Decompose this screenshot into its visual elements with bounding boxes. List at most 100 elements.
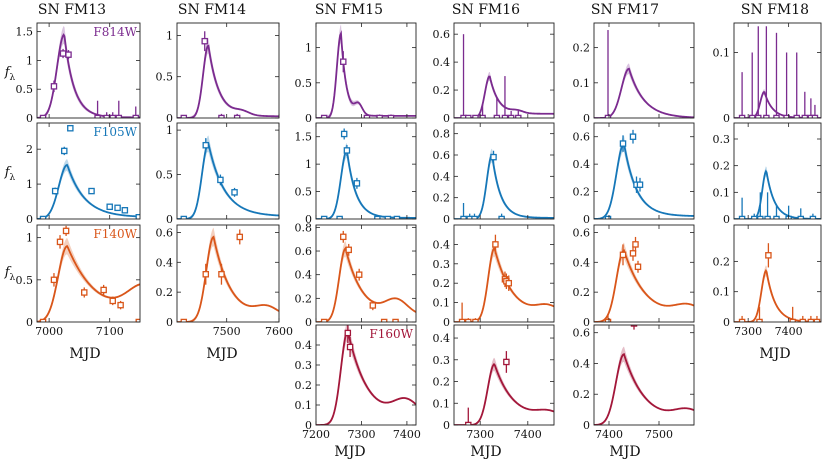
model-layer xyxy=(594,30,694,118)
point-marker xyxy=(103,114,110,118)
column-titles: SN FM13 SN FM14 SN FM15 SN FM16 SN FM17 … xyxy=(38,2,809,18)
data-point xyxy=(479,104,486,118)
data-point xyxy=(765,243,772,268)
model-curve xyxy=(177,142,279,219)
panel-frame xyxy=(315,22,417,119)
data-point xyxy=(135,214,140,219)
point-marker xyxy=(376,114,383,118)
point-marker xyxy=(748,114,756,118)
panel-frame xyxy=(315,324,417,426)
y-tick-label: 1.5 xyxy=(16,26,34,39)
point-marker xyxy=(115,114,123,118)
data-point xyxy=(387,114,395,118)
data-point xyxy=(106,203,113,211)
model-layer xyxy=(316,325,416,425)
data-point xyxy=(619,244,627,266)
y-tick-label: 0 xyxy=(443,419,450,432)
x-tick-label: 7200 xyxy=(302,428,330,441)
panel-2-0: 00.51 xyxy=(295,22,417,125)
point-marker xyxy=(369,302,377,309)
point-marker xyxy=(202,270,210,278)
y-tick-label: 0.6 xyxy=(433,149,451,162)
point-marker xyxy=(629,133,637,140)
data-point xyxy=(217,174,224,186)
panel-frame xyxy=(315,122,417,220)
point-marker xyxy=(503,358,510,366)
data-point xyxy=(340,51,347,73)
data-point xyxy=(498,213,505,219)
data-point xyxy=(629,129,637,144)
data-point xyxy=(458,302,466,322)
model-curve xyxy=(734,169,821,219)
x-tick-label: 7400 xyxy=(775,325,803,338)
data-point xyxy=(630,325,638,330)
x-label-col-3: MJD xyxy=(470,444,501,460)
point-marker xyxy=(783,114,790,118)
data-point xyxy=(61,146,68,156)
data-point xyxy=(492,234,499,255)
y-tick-label: 1 xyxy=(305,42,312,55)
y-axis-labels: fλ fλ fλ xyxy=(4,65,16,283)
y-tick-label: 0.4 xyxy=(433,170,451,183)
data-point xyxy=(619,135,627,152)
point-marker xyxy=(619,140,627,147)
y-tick-label: 0.2 xyxy=(573,42,591,55)
point-marker xyxy=(773,114,780,118)
model-curve xyxy=(37,163,140,219)
point-marker xyxy=(135,214,140,219)
point-marker xyxy=(634,263,642,271)
panel-2-3: 0 0.1 0.2 0.3 0.4 7200 7300 7400 F160W xyxy=(295,324,421,441)
point-marker xyxy=(88,187,95,195)
panel-frame xyxy=(733,122,822,220)
data-point xyxy=(344,325,352,343)
data-point xyxy=(493,97,501,118)
point-marker xyxy=(231,189,238,196)
panel-frame xyxy=(36,224,141,323)
point-marker xyxy=(765,252,772,259)
panel-frame xyxy=(176,224,280,323)
y-tick-label: 0.6 xyxy=(433,28,451,41)
data-point xyxy=(763,26,770,118)
y-tick-label: 0 xyxy=(166,213,173,226)
data-point xyxy=(629,245,637,261)
data-point xyxy=(799,315,807,322)
point-marker xyxy=(345,246,352,254)
y-tick-label: 0.1 xyxy=(295,399,313,412)
y-tick-label: 0.2 xyxy=(433,376,451,389)
y-tick-label: 0.1 xyxy=(713,286,731,299)
point-marker xyxy=(67,124,74,132)
model-layer xyxy=(594,129,694,219)
panel-4-1: 0 0.2 0.4 0.6 xyxy=(573,122,695,226)
point-marker xyxy=(109,297,116,305)
data-point xyxy=(51,187,59,195)
x-tick-label: 7100 xyxy=(96,325,124,338)
x-label-col-4: MJD xyxy=(609,444,640,460)
y-tick-label: 0.2 xyxy=(573,286,591,299)
x-tick-label: 7500 xyxy=(213,325,241,338)
data-point xyxy=(460,34,467,118)
panel-0-0: 0 0.5 1 1.5 F814W xyxy=(16,22,141,125)
data-point xyxy=(505,275,513,291)
point-marker xyxy=(460,114,467,118)
point-marker xyxy=(39,114,47,118)
point-marker xyxy=(793,114,800,118)
point-marker xyxy=(320,114,328,118)
y-tick-label: 0 xyxy=(305,112,312,125)
data-point xyxy=(345,243,352,256)
point-marker xyxy=(604,114,612,118)
data-point xyxy=(218,113,225,118)
model-layer xyxy=(734,26,821,118)
point-marker xyxy=(632,241,639,248)
y-tick-label: 0.2 xyxy=(295,292,313,305)
data-point xyxy=(114,204,121,212)
data-point xyxy=(65,50,72,60)
x-tick-label: 7300 xyxy=(347,428,375,441)
panel-3-3: 0 0.1 0.2 0.3 0.4 7300 7400 xyxy=(433,324,555,441)
y-tick-label: 0.8 xyxy=(295,221,313,234)
data-point xyxy=(94,100,101,118)
y-tick-label: 0.6 xyxy=(295,245,313,258)
point-marker xyxy=(346,343,354,351)
point-marker xyxy=(755,114,762,118)
data-point xyxy=(346,337,354,357)
y-tick-label: 0.4 xyxy=(295,269,313,282)
